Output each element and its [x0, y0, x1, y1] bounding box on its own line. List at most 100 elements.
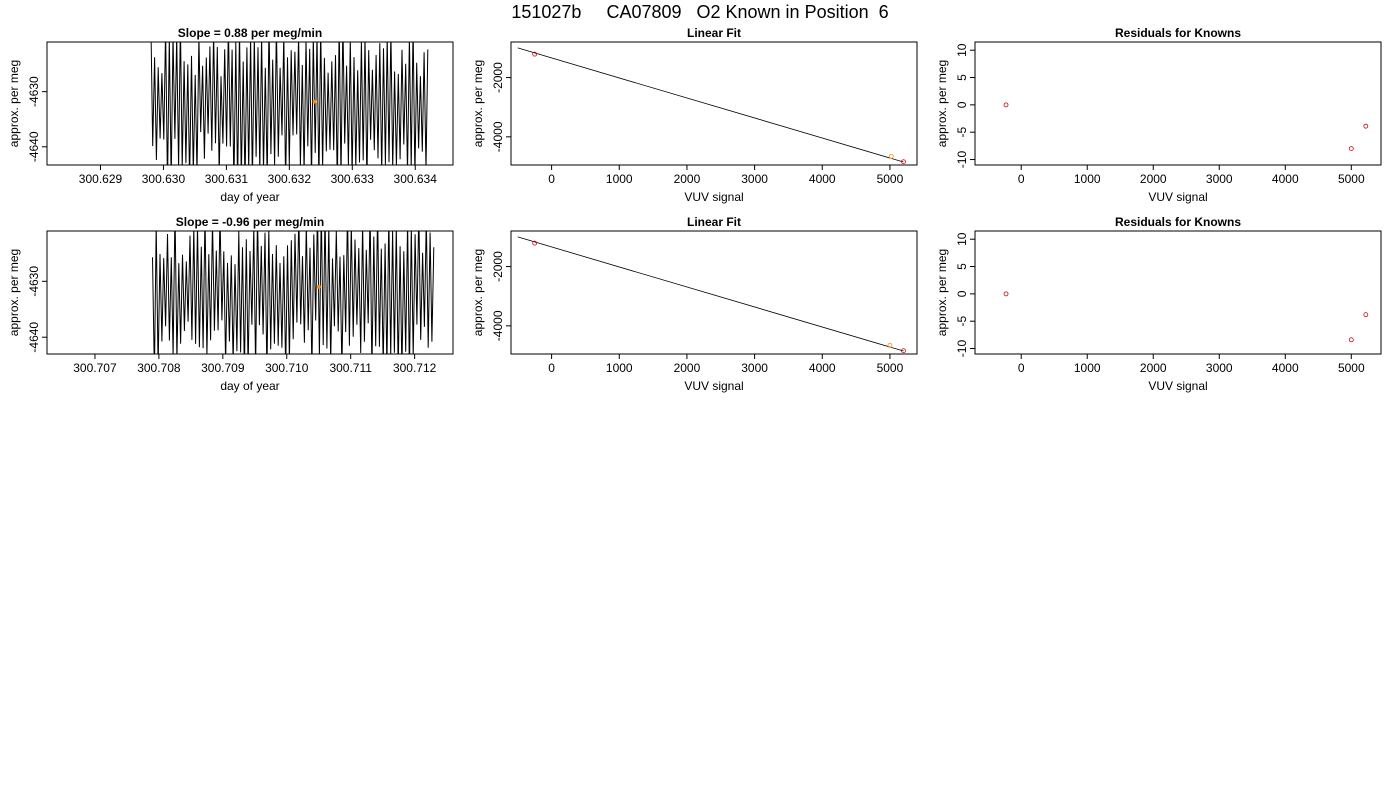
resid1-ytick-label: 0	[955, 101, 969, 108]
fit1-fit-line	[517, 47, 904, 163]
resid2-ytick-label: 0	[955, 290, 969, 297]
slope1-xtick-label: 300.630	[142, 172, 186, 186]
residuals-chart-1: Residuals for Knowns 0 1000 2000 3000 4000 500…	[928, 26, 1388, 206]
fit1-xtick-label: 3000	[741, 172, 768, 186]
slope2-xtick-label: 300.710	[265, 361, 309, 375]
fit2-xtick-label: 3000	[741, 361, 768, 375]
resid2-data-point	[1003, 291, 1009, 297]
resid2-plot-frame	[974, 230, 1382, 355]
resid1-data-point	[1003, 102, 1009, 108]
fit2-xtick-label: 5000	[877, 361, 904, 375]
resid1-data-point	[1348, 146, 1354, 151]
fit2-ylabel: approx. per meg	[471, 249, 485, 336]
slope-chart-1-svg: Slope = 0.88 per meg/min 300.629 300.630 30…	[7, 26, 454, 204]
resid1-xtick-label: 4000	[1272, 172, 1299, 186]
resid1-ytick-label: 5	[955, 74, 969, 81]
fit1-xtick-label: 1000	[606, 172, 633, 186]
fit1-ylabel: approx. per meg	[471, 60, 485, 147]
resid1-xtick-label: 1000	[1074, 172, 1101, 186]
resid2-ytick-label: -10	[955, 340, 969, 358]
fit2-plot-frame	[510, 230, 918, 355]
resid2-xtick-label: 0	[1018, 361, 1025, 375]
residuals-chart-2: Residuals for Knowns 0 1000 2000 3000 4000 500…	[928, 215, 1388, 395]
fit1-xtick-label: 0	[548, 172, 555, 186]
slope1-xtick-label: 300.631	[205, 172, 249, 186]
resid2-ytick-label: -5	[955, 316, 969, 327]
resid1-data-layer	[1003, 102, 1369, 151]
slope1-plot-frame	[46, 41, 454, 166]
resid2-title: Residuals for Knowns	[1115, 215, 1241, 229]
slope1-title: Slope = 0.88 per meg/min	[178, 26, 322, 40]
slope-chart-1: Slope = 0.88 per meg/min 300.629 300.630 30…	[0, 26, 460, 206]
resid1-title: Residuals for Knowns	[1115, 26, 1241, 40]
fit2-ytick-label: -2000	[491, 251, 505, 282]
fit1-data-point	[901, 159, 906, 165]
resid2-xtick-label: 3000	[1206, 361, 1233, 375]
slope2-data-layer	[152, 231, 435, 354]
residuals-chart-1-svg: Residuals for Knowns 0 1000 2000 3000 4000 500…	[935, 26, 1382, 204]
slope2-xtick-label: 300.711	[329, 361, 372, 375]
fit1-xtick-label: 5000	[877, 172, 904, 186]
resid2-ytick-label: 10	[955, 232, 969, 246]
fit1-data-layer	[517, 47, 906, 165]
resid1-xtick-label: 2000	[1140, 172, 1167, 186]
slope1-trace-line	[150, 42, 429, 165]
fit2-title: Linear Fit	[687, 215, 741, 229]
fit1-data-point	[888, 154, 894, 159]
resid1-plot-frame	[974, 41, 1382, 166]
slope1-ytick-label: -4640	[27, 131, 41, 162]
resid1-ytick-label: -5	[955, 127, 969, 138]
resid2-data-point	[1348, 337, 1354, 343]
resid2-data-layer	[1003, 291, 1369, 343]
fit2-data-layer	[517, 236, 906, 354]
slope2-highlight-point	[316, 284, 321, 289]
linear-fit-chart-1-svg: Linear Fit 0 1000 2000 3000 4000 5000 -4000 -200…	[471, 26, 918, 204]
slope2-ylabel: approx. per meg	[7, 249, 21, 336]
fit2-data-point	[901, 348, 906, 354]
slope1-ytick-label: -4630	[27, 76, 41, 107]
resid1-ytick-label: 10	[955, 43, 969, 57]
fit2-xtick-label: 1000	[606, 361, 633, 375]
slope-chart-2-svg: Slope = -0.96 per meg/min 300.707 300.708 3…	[7, 215, 454, 393]
resid1-data-point	[1363, 123, 1369, 129]
slope1-xtick-label: 300.632	[268, 172, 312, 186]
linear-fit-chart-2-svg: Linear Fit 0 1000 2000 3000 4000 5000 -4000 -200…	[471, 215, 918, 393]
page-title: 151027b CA07809 O2 Known in Position 6	[511, 2, 889, 22]
slope2-plot-frame	[46, 230, 454, 355]
fit2-xtick-label: 4000	[809, 361, 836, 375]
slope1-data-layer	[150, 42, 429, 165]
fit1-ytick-label: -4000	[491, 121, 505, 152]
resid1-ylabel: approx. per meg	[935, 60, 949, 147]
fit2-fit-line	[517, 236, 904, 352]
slope1-xtick-label: 300.629	[79, 172, 123, 186]
fit2-xlabel: VUV signal	[684, 379, 743, 393]
fit2-xtick-label: 0	[548, 361, 555, 375]
slope2-title: Slope = -0.96 per meg/min	[176, 215, 324, 229]
resid1-ytick-label: -10	[955, 151, 969, 169]
slope2-xtick-label: 300.712	[393, 361, 437, 375]
slope2-ytick-label: -4630	[27, 266, 41, 297]
resid2-ylabel: approx. per meg	[935, 249, 949, 336]
slope1-xtick-label: 300.633	[331, 172, 375, 186]
fit1-plot-frame	[510, 41, 918, 166]
slope1-xtick-label: 300.634	[394, 172, 438, 186]
resid2-xtick-label: 5000	[1338, 361, 1365, 375]
slope2-xtick-label: 300.709	[201, 361, 245, 375]
slope1-ylabel: approx. per meg	[7, 60, 21, 147]
fit1-xtick-label: 2000	[674, 172, 701, 186]
fit1-xlabel: VUV signal	[684, 190, 743, 204]
resid2-xtick-label: 2000	[1140, 361, 1167, 375]
resid2-data-point	[1363, 312, 1369, 318]
resid1-xtick-label: 5000	[1338, 172, 1365, 186]
slope2-xlabel: day of year	[220, 379, 279, 393]
slope2-trace-line	[152, 231, 435, 354]
slope1-xlabel: day of year	[220, 190, 279, 204]
resid2-xtick-label: 1000	[1074, 361, 1101, 375]
residuals-chart-2-svg: Residuals for Knowns 0 1000 2000 3000 4000 500…	[935, 215, 1382, 393]
fit2-xtick-label: 2000	[674, 361, 701, 375]
slope2-xtick-label: 300.707	[73, 361, 117, 375]
slope2-xtick-label: 300.708	[137, 361, 181, 375]
fit1-ytick-label: -2000	[491, 62, 505, 93]
resid2-xtick-label: 4000	[1272, 361, 1299, 375]
fit1-title: Linear Fit	[687, 26, 741, 40]
